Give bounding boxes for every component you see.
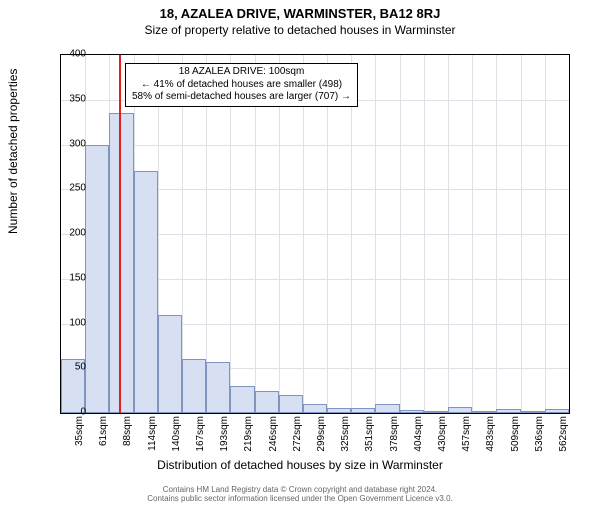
- histogram-bar: [545, 409, 569, 413]
- x-tick: 299sqm: [316, 416, 327, 456]
- histogram-bar: [134, 171, 158, 413]
- gridline-v: [448, 55, 449, 413]
- x-tick: 404sqm: [413, 416, 424, 456]
- x-tick: 325sqm: [340, 416, 351, 456]
- gridline-v: [496, 55, 497, 413]
- y-tick: 100: [46, 317, 86, 328]
- histogram-bar: [182, 359, 206, 413]
- histogram-bar: [375, 404, 399, 413]
- gridline-v: [375, 55, 376, 413]
- y-tick: 50: [46, 362, 86, 373]
- annotation-line-2: ← 41% of detached houses are smaller (49…: [132, 79, 351, 92]
- y-tick: 250: [46, 183, 86, 194]
- footer-line-2: Contains public sector information licen…: [0, 494, 600, 504]
- y-tick: 200: [46, 228, 86, 239]
- histogram-bar: [496, 409, 520, 413]
- histogram-bar: [521, 411, 545, 413]
- chart-container: 18, AZALEA DRIVE, WARMINSTER, BA12 8RJ S…: [0, 6, 600, 506]
- y-tick: 350: [46, 93, 86, 104]
- annotation-line-3: 58% of semi-detached houses are larger (…: [132, 91, 351, 104]
- gridline-v: [303, 55, 304, 413]
- x-tick: 536sqm: [534, 416, 545, 456]
- gridline-v: [472, 55, 473, 413]
- annotation-line-1: 18 AZALEA DRIVE: 100sqm: [132, 66, 351, 79]
- gridline-v: [424, 55, 425, 413]
- gridline-v: [545, 55, 546, 413]
- gridline-v: [521, 55, 522, 413]
- x-tick: 246sqm: [268, 416, 279, 456]
- histogram-bar: [255, 391, 279, 413]
- x-tick: 483sqm: [485, 416, 496, 456]
- chart-subtitle: Size of property relative to detached ho…: [0, 23, 600, 37]
- histogram-bar: [448, 407, 472, 413]
- gridline-v: [206, 55, 207, 413]
- footer-line-1: Contains HM Land Registry data © Crown c…: [0, 485, 600, 495]
- x-tick: 114sqm: [147, 416, 158, 456]
- histogram-bar: [230, 386, 254, 413]
- y-tick: 150: [46, 272, 86, 283]
- x-tick: 457sqm: [461, 416, 472, 456]
- x-tick: 88sqm: [122, 416, 133, 456]
- chart-title: 18, AZALEA DRIVE, WARMINSTER, BA12 8RJ: [0, 6, 600, 21]
- x-tick: 272sqm: [292, 416, 303, 456]
- histogram-bar: [279, 395, 303, 413]
- histogram-bar: [206, 362, 230, 413]
- histogram-bar: [424, 411, 448, 413]
- gridline-h: [61, 145, 569, 146]
- y-axis-label: Number of detached properties: [6, 69, 20, 234]
- histogram-bar: [400, 410, 424, 413]
- histogram-bar: [472, 411, 496, 413]
- x-tick: 378sqm: [389, 416, 400, 456]
- x-tick: 219sqm: [243, 416, 254, 456]
- plot-area: 18 AZALEA DRIVE: 100sqm← 41% of detached…: [60, 54, 570, 414]
- gridline-v: [255, 55, 256, 413]
- histogram-bar: [327, 408, 351, 413]
- x-tick: 140sqm: [171, 416, 182, 456]
- histogram-bar: [109, 113, 133, 413]
- histogram-bar: [158, 315, 182, 413]
- x-axis-label: Distribution of detached houses by size …: [0, 458, 600, 472]
- histogram-bar: [85, 145, 109, 414]
- y-tick: 400: [46, 49, 86, 60]
- gridline-v: [327, 55, 328, 413]
- gridline-v: [279, 55, 280, 413]
- y-tick: 300: [46, 138, 86, 149]
- footer: Contains HM Land Registry data © Crown c…: [0, 485, 600, 504]
- marker-line: [119, 55, 121, 413]
- x-tick: 167sqm: [195, 416, 206, 456]
- gridline-v: [230, 55, 231, 413]
- histogram-bar: [303, 404, 327, 413]
- annotation-box: 18 AZALEA DRIVE: 100sqm← 41% of detached…: [125, 63, 358, 107]
- x-tick: 193sqm: [219, 416, 230, 456]
- gridline-v: [400, 55, 401, 413]
- x-tick: 509sqm: [510, 416, 521, 456]
- x-tick: 562sqm: [558, 416, 569, 456]
- x-tick: 61sqm: [98, 416, 109, 456]
- x-tick: 351sqm: [364, 416, 375, 456]
- x-tick: 35sqm: [74, 416, 85, 456]
- gridline-v: [351, 55, 352, 413]
- x-tick: 430sqm: [437, 416, 448, 456]
- histogram-bar: [351, 408, 375, 413]
